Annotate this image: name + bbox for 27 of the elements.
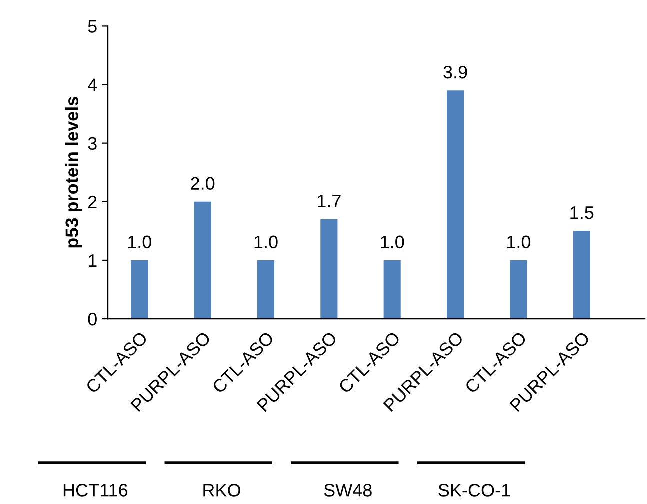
bar — [194, 202, 212, 320]
text: SK-CO-1 — [438, 484, 510, 497]
text: HCT116 — [64, 484, 128, 497]
data-label: 1.0 — [128, 236, 152, 249]
bar — [446, 90, 464, 320]
bar — [131, 260, 148, 320]
bar — [384, 260, 401, 320]
data-label: 1.0 — [508, 236, 531, 249]
bar — [510, 260, 528, 320]
bar — [573, 231, 590, 320]
data-label: 1.7 — [318, 194, 341, 208]
y-tick-label: 0 — [88, 312, 97, 326]
y-tick-label: 2 — [88, 196, 97, 208]
y-tick-label: 1 — [88, 254, 97, 268]
y-tick-label: 5 — [88, 20, 97, 33]
y-axis-title: p53 protein levels — [65, 97, 82, 248]
data-label: 1.0 — [381, 236, 404, 249]
bar — [320, 219, 338, 320]
data-label: 2.0 — [191, 177, 215, 190]
data-label: 1.5 — [570, 206, 594, 220]
data-label: 3.9 — [444, 66, 468, 79]
data-label: 1.0 — [254, 236, 278, 249]
bar — [257, 260, 275, 320]
y-tick-label: 4 — [88, 78, 98, 92]
text: SW48 — [324, 484, 372, 497]
y-tick-label: 3 — [88, 137, 97, 150]
text: RKO — [204, 484, 240, 497]
